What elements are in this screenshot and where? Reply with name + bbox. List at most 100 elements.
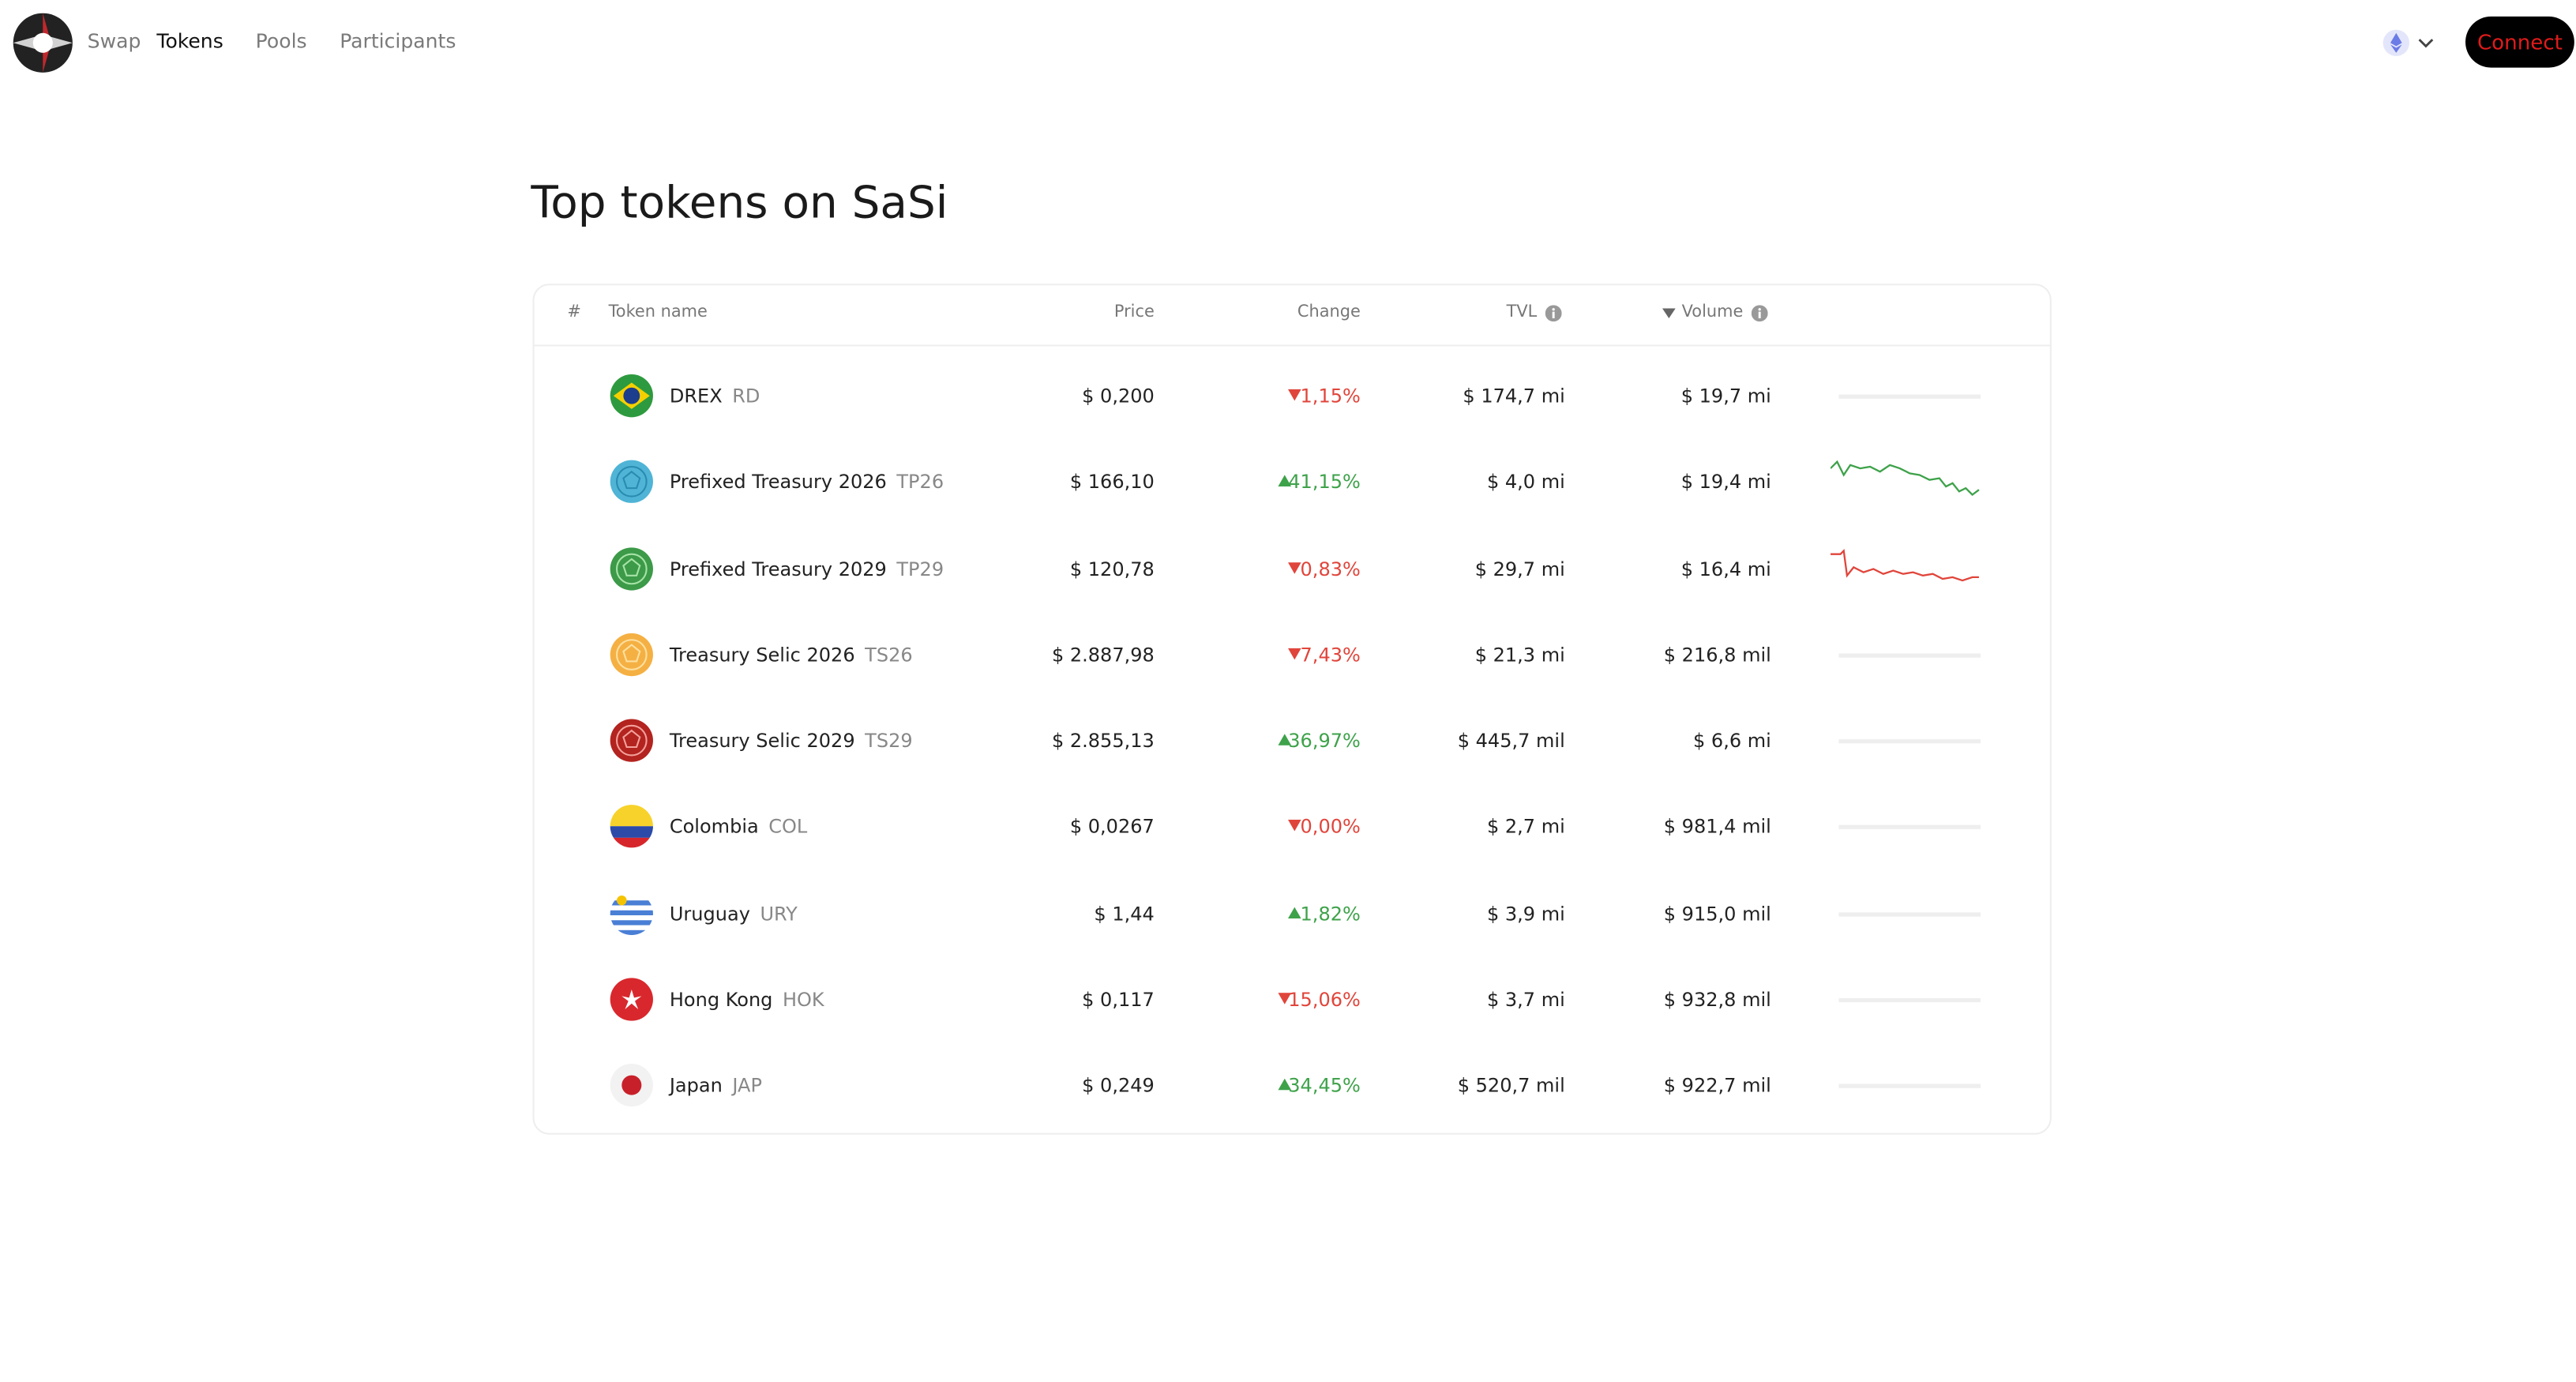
trend-arrow [1277, 1078, 1291, 1091]
logo[interactable] [12, 12, 74, 74]
token-tvl: $ 2,7 mi [1486, 815, 1565, 839]
sort-arrow [1662, 308, 1676, 319]
token-name[interactable]: Colombia COL [670, 815, 807, 838]
token-icon [610, 977, 653, 1021]
token-tvl: $ 3,7 mi [1486, 987, 1565, 1011]
token-price: $ 1,44 [1094, 901, 1155, 925]
trend-arrow [1287, 561, 1301, 573]
token-symbol: TP29 [896, 556, 944, 580]
nav-link[interactable]: Swap [87, 29, 141, 53]
trend-arrow [1287, 820, 1301, 832]
token-change: 36,97% [1288, 729, 1361, 753]
token-price: $ 166,10 [1069, 470, 1155, 494]
token-symbol: TS26 [865, 642, 913, 667]
token-icon [610, 805, 653, 848]
token-symbol: URY [760, 901, 798, 925]
token-icon [610, 633, 653, 676]
token-tvl: $ 21,3 mi [1474, 642, 1565, 667]
token-volume: $ 19,7 mi [1680, 384, 1771, 407]
token-icon [610, 546, 653, 590]
nav-link[interactable]: Pools [255, 29, 307, 53]
token-symbol: HOK [782, 987, 824, 1011]
token-name[interactable]: Hong Kong HOK [670, 987, 824, 1010]
token-price: $ 0,200 [1082, 384, 1155, 407]
token-icon [610, 460, 653, 504]
token-name[interactable]: DREX RD [670, 385, 760, 407]
token-symbol: JAP [732, 1073, 762, 1097]
token-name[interactable]: Treasury Selic 2029 TS29 [670, 729, 913, 752]
token-volume: $ 19,4 mi [1680, 470, 1771, 494]
token-change: 1,15% [1300, 384, 1361, 407]
token-name-text[interactable]: Hong Kong [669, 987, 773, 1011]
nav-link[interactable]: Participants [340, 29, 456, 53]
token-name-text[interactable]: Colombia [669, 815, 759, 839]
token-volume: $ 16,4 mi [1680, 556, 1771, 580]
token-price: $ 0,249 [1082, 1073, 1155, 1097]
sparkline [1838, 1083, 1981, 1088]
trend-arrow [1287, 389, 1301, 401]
header-volume[interactable]: Volume [1681, 303, 1744, 322]
trend-arrow [1287, 906, 1301, 918]
token-change: 0,00% [1300, 815, 1361, 839]
token-tvl: $ 520,7 mil [1457, 1073, 1565, 1097]
token-volume: $ 915,0 mil [1663, 901, 1771, 925]
header-change[interactable]: Change [1297, 303, 1361, 322]
sparkline [1838, 911, 1981, 916]
token-volume: $ 216,8 mil [1663, 642, 1771, 667]
token-name[interactable]: Prefixed Treasury 2029 TP29 [670, 557, 944, 580]
header-token: Token name [608, 303, 708, 322]
token-tvl: $ 174,7 mi [1463, 384, 1565, 407]
token-change: 7,43% [1300, 642, 1361, 667]
sparkline [1838, 652, 1981, 658]
token-name[interactable]: Japan JAP [670, 1073, 762, 1096]
trend-arrow [1277, 734, 1291, 745]
token-price: $ 2.887,98 [1051, 642, 1155, 667]
token-icon [610, 1063, 653, 1107]
token-name-text[interactable]: Treasury Selic 2026 [669, 642, 855, 667]
token-tvl: $ 29,7 mi [1474, 556, 1565, 580]
sparkline [1831, 460, 1980, 497]
page-title: Top tokens on SaSi [531, 178, 948, 230]
connect-button[interactable]: Connect [2465, 16, 2574, 68]
token-name-text[interactable]: Treasury Selic 2029 [669, 729, 855, 753]
token-name[interactable]: Treasury Selic 2026 TS26 [670, 643, 913, 666]
token-symbol: TS29 [865, 729, 913, 753]
sparkline [1838, 825, 1981, 830]
token-name-text[interactable]: Uruguay [669, 901, 750, 925]
token-symbol: COL [768, 815, 808, 839]
token-price: $ 0,0267 [1069, 815, 1155, 839]
token-name[interactable]: Prefixed Treasury 2026 TP26 [670, 471, 944, 494]
token-name-text[interactable]: Prefixed Treasury 2026 [669, 470, 887, 494]
header-tvl[interactable]: TVL [1506, 303, 1538, 322]
token-volume: $ 981,4 mil [1663, 815, 1771, 839]
token-name-text[interactable]: DREX [669, 384, 723, 407]
token-price: $ 0,117 [1082, 987, 1155, 1011]
trend-arrow [1287, 648, 1301, 659]
token-name-text[interactable]: Prefixed Treasury 2029 [669, 556, 887, 580]
token-tvl: $ 4,0 mi [1486, 470, 1565, 494]
token-name-text[interactable]: Japan [669, 1073, 723, 1097]
token-price: $ 2.855,13 [1051, 729, 1155, 753]
token-name[interactable]: Uruguay URY [670, 901, 798, 924]
info-icon [1751, 305, 1768, 322]
token-icon [610, 374, 653, 418]
token-volume: $ 6,6 mi [1692, 729, 1771, 753]
token-tvl: $ 3,9 mi [1486, 901, 1565, 925]
sparkline [1831, 547, 1979, 581]
token-change: 34,45% [1288, 1073, 1361, 1097]
token-change: 1,82% [1300, 901, 1361, 925]
sparkline [1838, 394, 1981, 399]
token-change: 15,06% [1288, 987, 1361, 1011]
token-icon [610, 719, 653, 762]
header-index: # [567, 303, 581, 322]
token-symbol: RD [732, 384, 760, 407]
header-divider [534, 344, 2052, 347]
nav-link[interactable]: Tokens [156, 29, 223, 53]
trend-arrow [1277, 475, 1291, 487]
header-price[interactable]: Price [1113, 303, 1155, 322]
table [532, 284, 2052, 1135]
trend-arrow [1277, 992, 1291, 1005]
network-selector[interactable] [2382, 26, 2448, 59]
